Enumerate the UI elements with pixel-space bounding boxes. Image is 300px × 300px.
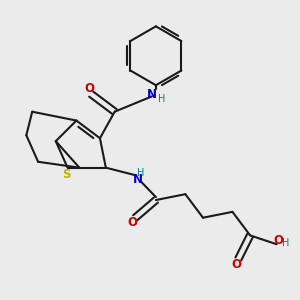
Text: O: O — [273, 234, 284, 247]
Text: N: N — [133, 173, 143, 186]
Text: O: O — [127, 216, 137, 229]
Text: N: N — [146, 88, 157, 100]
Text: H: H — [282, 238, 289, 248]
Text: H: H — [137, 168, 144, 178]
Text: O: O — [85, 82, 94, 95]
Text: O: O — [232, 258, 242, 271]
Text: S: S — [62, 168, 70, 181]
Text: H: H — [158, 94, 166, 104]
